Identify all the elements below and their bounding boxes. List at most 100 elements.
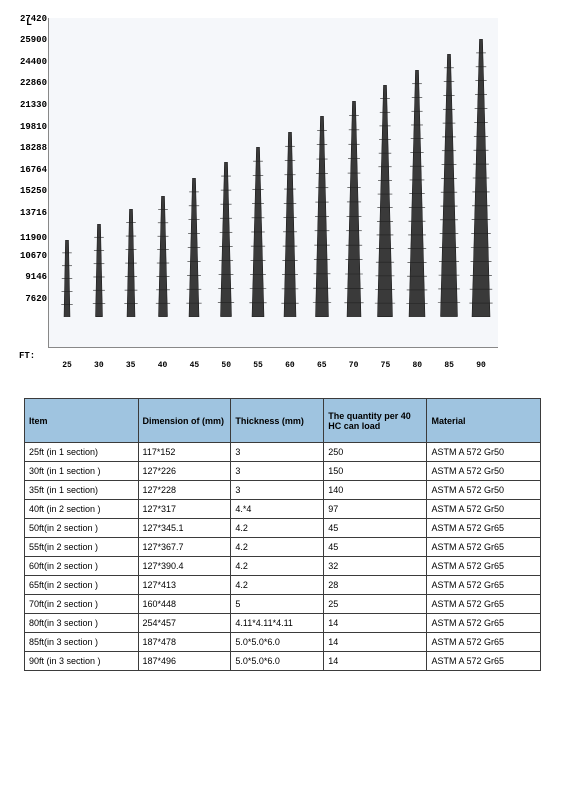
y-tick-label: 9146 — [9, 272, 47, 282]
table-cell: ASTM A 572 Gr65 — [427, 652, 541, 671]
pole-bar — [342, 101, 366, 317]
table-cell: 65ft(in 2 section ) — [25, 576, 139, 595]
y-tick-label: 7620 — [9, 294, 47, 304]
x-tick-label: 60 — [285, 361, 295, 370]
table-cell: 5.0*5.0*6.0 — [231, 652, 324, 671]
table-cell: 3 — [231, 443, 324, 462]
y-tick-label: 21330 — [9, 100, 47, 110]
table-cell: 127*345.1 — [138, 519, 231, 538]
table-cell: 250 — [324, 443, 427, 462]
table-row: 65ft(in 2 section )127*4134.228ASTM A 57… — [25, 576, 541, 595]
y-axis-ticks: 2742025900244002286021330198101828816764… — [9, 18, 47, 298]
chart-container: L 69KV Steel Pole 2742025900244002286021… — [48, 18, 525, 348]
table-cell: ASTM A 572 Gr65 — [427, 519, 541, 538]
table-header-cell: Material — [427, 399, 541, 443]
table-cell: 254*457 — [138, 614, 231, 633]
table-cell: 14 — [324, 614, 427, 633]
table-cell: 97 — [324, 500, 427, 519]
table-cell: 25 — [324, 595, 427, 614]
pole-bar — [373, 85, 398, 317]
table-cell: 3 — [231, 462, 324, 481]
table-cell: 117*152 — [138, 443, 231, 462]
y-tick-label: 22860 — [9, 78, 47, 88]
table-cell: ASTM A 572 Gr50 — [427, 481, 541, 500]
table-cell: 70ft(in 2 section ) — [25, 595, 139, 614]
x-tick-label: 75 — [381, 361, 391, 370]
table-row: 55ft(in 2 section )127*367.74.245ASTM A … — [25, 538, 541, 557]
table-row: 70ft(in 2 section )160*448525ASTM A 572 … — [25, 595, 541, 614]
table-cell: 160*448 — [138, 595, 231, 614]
x-tick-label: 70 — [349, 361, 359, 370]
x-tick-label: 90 — [476, 361, 486, 370]
table-cell: 45 — [324, 538, 427, 557]
table-cell: ASTM A 572 Gr65 — [427, 576, 541, 595]
table-cell: 187*496 — [138, 652, 231, 671]
table-cell: 85ft(in 3 section ) — [25, 633, 139, 652]
table-row: 90ft (in 3 section )187*4965.0*5.0*6.014… — [25, 652, 541, 671]
table-cell: 14 — [324, 652, 427, 671]
table-cell: ASTM A 572 Gr50 — [427, 500, 541, 519]
y-tick-label: 13716 — [9, 208, 47, 218]
spec-table-container: ItemDimension of (mm)Thickness (mm)The q… — [24, 398, 541, 671]
table-row: 85ft(in 3 section )187*4785.0*5.0*6.014A… — [25, 633, 541, 652]
table-header-row: ItemDimension of (mm)Thickness (mm)The q… — [25, 399, 541, 443]
table-cell: 127*226 — [138, 462, 231, 481]
x-tick-label: 30 — [94, 361, 104, 370]
table-cell: 3 — [231, 481, 324, 500]
table-cell: 55ft(in 2 section ) — [25, 538, 139, 557]
spec-table: ItemDimension of (mm)Thickness (mm)The q… — [24, 398, 541, 671]
x-axis-label: FT: — [19, 351, 35, 361]
table-cell: 4.11*4.11*4.11 — [231, 614, 324, 633]
x-tick-label: 25 — [62, 361, 72, 370]
table-cell: 127*390.4 — [138, 557, 231, 576]
table-cell: 80ft(in 3 section ) — [25, 614, 139, 633]
pole-bar — [310, 116, 333, 317]
table-row: 25ft (in 1 section)117*1523250ASTM A 572… — [25, 443, 541, 462]
table-row: 30ft (in 1 section )127*2263150ASTM A 57… — [25, 462, 541, 481]
y-tick-label: 25900 — [9, 35, 47, 45]
table-cell: 60ft(in 2 section ) — [25, 557, 139, 576]
y-tick-label: 18288 — [9, 143, 47, 153]
table-cell: 127*317 — [138, 500, 231, 519]
table-body: 25ft (in 1 section)117*1523250ASTM A 572… — [25, 443, 541, 671]
pole-bar — [153, 196, 173, 317]
table-cell: ASTM A 572 Gr65 — [427, 614, 541, 633]
y-tick-label: 10670 — [9, 251, 47, 261]
table-cell: 4.2 — [231, 557, 324, 576]
table-cell: 90ft (in 3 section ) — [25, 652, 139, 671]
table-cell: 32 — [324, 557, 427, 576]
table-cell: 35ft (in 1 section) — [25, 481, 139, 500]
table-header-cell: Dimension of (mm) — [138, 399, 231, 443]
pole-bar — [436, 54, 463, 317]
table-row: 50ft(in 2 section )127*345.14.245ASTM A … — [25, 519, 541, 538]
pole-bar — [89, 224, 109, 317]
table-cell: ASTM A 572 Gr65 — [427, 633, 541, 652]
pole-bar — [216, 162, 237, 317]
table-row: 35ft (in 1 section)127*2283140ASTM A 572… — [25, 481, 541, 500]
x-tick-label: 45 — [190, 361, 200, 370]
table-cell: 4.2 — [231, 519, 324, 538]
table-cell: 150 — [324, 462, 427, 481]
table-cell: 28 — [324, 576, 427, 595]
y-tick-label: 11900 — [9, 233, 47, 243]
table-cell: ASTM A 572 Gr65 — [427, 595, 541, 614]
y-tick-label: 16764 — [9, 165, 47, 175]
table-cell: ASTM A 572 Gr50 — [427, 443, 541, 462]
pole-bar — [279, 132, 301, 317]
table-cell: 4.*4 — [231, 500, 324, 519]
table-cell: ASTM A 572 Gr65 — [427, 538, 541, 557]
y-tick-label: 15250 — [9, 186, 47, 196]
table-cell: 5.0*5.0*6.0 — [231, 633, 324, 652]
chart-plot-area: 2742025900244002286021330198101828816764… — [48, 18, 498, 348]
y-tick-label: 27420 — [9, 14, 47, 24]
x-tick-label: 35 — [126, 361, 136, 370]
x-tick-label: 50 — [221, 361, 231, 370]
table-header-cell: Thickness (mm) — [231, 399, 324, 443]
table-cell: 127*413 — [138, 576, 231, 595]
x-tick-label: 65 — [317, 361, 327, 370]
pole-bar — [404, 70, 430, 317]
table-cell: 4.2 — [231, 576, 324, 595]
pole-bar — [184, 178, 204, 317]
table-cell: 127*228 — [138, 481, 231, 500]
table-cell: ASTM A 572 Gr65 — [427, 557, 541, 576]
